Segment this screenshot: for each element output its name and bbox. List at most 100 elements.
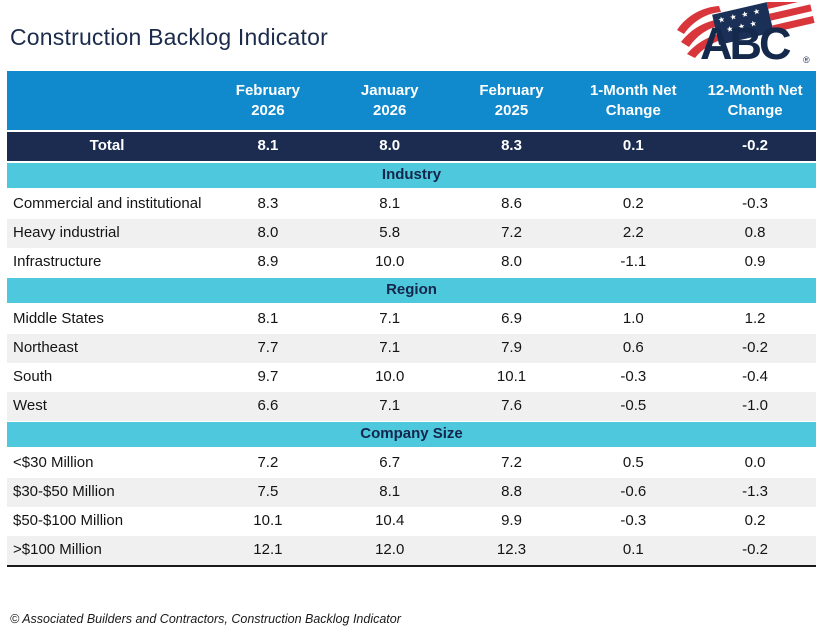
table-row: West 6.6 7.1 7.6 -0.5 -1.0 (7, 392, 816, 422)
table-row: Heavy industrial 8.0 5.8 7.2 2.2 0.8 (7, 219, 816, 248)
value-cell: 7.9 (450, 334, 573, 363)
section-header: Region (7, 277, 816, 305)
table-row: Northeast 7.7 7.1 7.9 0.6 -0.2 (7, 334, 816, 363)
column-header: January 2026 (328, 71, 451, 132)
total-value-cell: 8.1 (207, 131, 329, 163)
abc-logo: ABC ® (673, 0, 815, 69)
value-cell: 10.4 (328, 507, 451, 536)
table-row: Infrastructure 8.9 10.0 8.0 -1.1 0.9 (7, 248, 816, 278)
row-label: Heavy industrial (7, 219, 207, 248)
section-header-row: Industry (7, 161, 816, 190)
row-label-column-header (7, 71, 207, 132)
value-cell: -0.3 (572, 507, 695, 536)
value-cell: 8.0 (207, 219, 329, 248)
table-row: Middle States 8.1 7.1 6.9 1.0 1.2 (7, 304, 816, 334)
value-cell: -0.2 (694, 536, 816, 566)
value-cell: -0.3 (694, 189, 816, 219)
value-cell: 8.6 (450, 189, 573, 219)
row-label: $30-$50 Million (7, 478, 207, 507)
row-label: Commercial and institutional (7, 189, 207, 219)
value-cell: -1.1 (572, 248, 695, 278)
value-cell: 2.2 (572, 219, 695, 248)
value-cell: 8.9 (207, 248, 329, 278)
abc-flag-icon: ABC ® (677, 0, 815, 69)
total-row: Total 8.1 8.0 8.3 0.1 -0.2 (7, 131, 816, 163)
value-cell: -0.5 (572, 392, 695, 422)
value-cell: -0.6 (572, 478, 695, 507)
total-value-cell: 8.3 (450, 131, 573, 163)
value-cell: 10.1 (450, 363, 573, 392)
row-label: $50-$100 Million (7, 507, 207, 536)
value-cell: 8.1 (328, 189, 451, 219)
row-label: >$100 Million (7, 536, 207, 566)
section-header: Company Size (7, 421, 816, 449)
value-cell: -0.4 (694, 363, 816, 392)
value-cell: -0.2 (694, 334, 816, 363)
value-cell: 0.2 (572, 189, 695, 219)
value-cell: 6.7 (328, 448, 451, 478)
table-row: <$30 Million 7.2 6.7 7.2 0.5 0.0 (7, 448, 816, 478)
source-attribution: © Associated Builders and Contractors, C… (10, 612, 401, 626)
value-cell: 6.6 (207, 392, 329, 422)
value-cell: 10.0 (328, 248, 451, 278)
value-cell: -0.3 (572, 363, 695, 392)
total-row-label: Total (7, 131, 207, 163)
value-cell: 8.1 (207, 304, 329, 334)
table-row: South 9.7 10.0 10.1 -0.3 -0.4 (7, 363, 816, 392)
column-header: February 2026 (207, 71, 329, 132)
section-header-row: Region (7, 277, 816, 305)
value-cell: 7.2 (450, 219, 573, 248)
column-header: February 2025 (450, 71, 573, 132)
table-row: Commercial and institutional 8.3 8.1 8.6 0.2… (7, 189, 816, 219)
value-cell: 8.1 (328, 478, 451, 507)
value-cell: 12.0 (328, 536, 451, 566)
value-cell: 5.8 (328, 219, 451, 248)
column-header: 1-Month Net Change (572, 71, 695, 132)
value-cell: 10.1 (207, 507, 329, 536)
backlog-table: February 2026 January 2026 February 2025 1-… (7, 71, 816, 567)
total-value-cell: 8.0 (328, 131, 451, 163)
value-cell: 7.5 (207, 478, 329, 507)
row-label: South (7, 363, 207, 392)
value-cell: 6.9 (450, 304, 573, 334)
value-cell: 1.2 (694, 304, 816, 334)
total-value-cell: 0.1 (572, 131, 695, 163)
value-cell: 8.8 (450, 478, 573, 507)
value-cell: 9.7 (207, 363, 329, 392)
value-cell: 9.9 (450, 507, 573, 536)
column-header: 12-Month Net Change (694, 71, 816, 132)
value-cell: -1.3 (694, 478, 816, 507)
value-cell: 8.3 (207, 189, 329, 219)
value-cell: 0.0 (694, 448, 816, 478)
registered-mark: ® (803, 55, 810, 65)
page-title: Construction Backlog Indicator (10, 24, 328, 50)
value-cell: 12.1 (207, 536, 329, 566)
value-cell: 7.1 (328, 334, 451, 363)
table-row: $30-$50 Million 7.5 8.1 8.8 -0.6 -1.3 (7, 478, 816, 507)
value-cell: 0.1 (572, 536, 695, 566)
value-cell: 0.6 (572, 334, 695, 363)
section-header-row: Company Size (7, 421, 816, 449)
value-cell: 7.2 (450, 448, 573, 478)
value-cell: 7.7 (207, 334, 329, 363)
value-cell: 0.9 (694, 248, 816, 278)
value-cell: 7.6 (450, 392, 573, 422)
row-label: West (7, 392, 207, 422)
backlog-table-container: February 2026 January 2026 February 2025 1-… (7, 71, 816, 567)
row-label: Middle States (7, 304, 207, 334)
row-label: Infrastructure (7, 248, 207, 278)
value-cell: 0.5 (572, 448, 695, 478)
value-cell: -1.0 (694, 392, 816, 422)
value-cell: 7.1 (328, 392, 451, 422)
page-header: Construction Backlog Indicator (0, 0, 823, 70)
section-header: Industry (7, 161, 816, 190)
table-row: $50-$100 Million 10.1 10.4 9.9 -0.3 0.2 (7, 507, 816, 536)
value-cell: 10.0 (328, 363, 451, 392)
abc-logo-text: ABC (700, 18, 791, 66)
value-cell: 12.3 (450, 536, 573, 566)
total-value-cell: -0.2 (694, 131, 816, 163)
row-label: <$30 Million (7, 448, 207, 478)
value-cell: 8.0 (450, 248, 573, 278)
value-cell: 0.2 (694, 507, 816, 536)
value-cell: 0.8 (694, 219, 816, 248)
